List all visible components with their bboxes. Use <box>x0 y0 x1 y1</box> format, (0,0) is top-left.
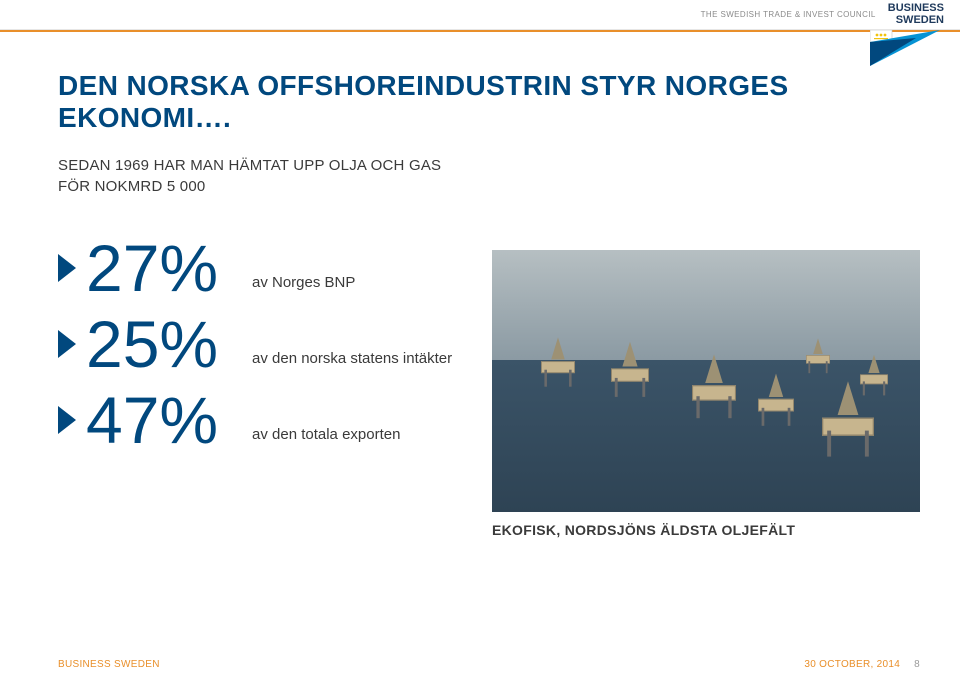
stat-percent: 27% <box>86 235 246 301</box>
oil-rig-icon <box>685 370 742 418</box>
oil-rig-icon <box>814 399 882 456</box>
figure-image <box>492 250 920 512</box>
footer-date: 30 OCTOBER, 2014 <box>804 659 900 670</box>
chevron-right-icon <box>58 330 76 358</box>
oil-rig-icon <box>802 347 833 373</box>
wordmark-line: SWEDEN <box>896 15 944 27</box>
stat-percent: 47% <box>86 387 246 453</box>
figure-caption: EKOFISK, NORDSJÖNS ÄLDSTA OLJEFÄLT <box>492 522 920 538</box>
subtitle: SEDAN 1969 HAR MAN HÄMTAT UPP OLJA OCH G… <box>58 156 920 197</box>
slide-page: THE SWEDISH TRADE & INVEST COUNCIL BUSIN… <box>0 0 960 682</box>
stat-desc: av den norska statens intäkter <box>252 320 452 367</box>
oil-rig-icon <box>856 365 892 396</box>
title-line: EKONOMI…. <box>58 102 231 133</box>
page-title: DEN NORSKA OFFSHOREINDUSTRIN STYR NORGES… <box>58 70 920 134</box>
chevron-right-icon <box>58 254 76 282</box>
council-text: THE SWEDISH TRADE & INVEST COUNCIL <box>701 10 876 19</box>
oil-rig-icon <box>605 355 654 397</box>
subtitle-line: SEDAN 1969 HAR MAN HÄMTAT UPP OLJA OCH G… <box>58 157 441 174</box>
footer-page-number: 8 <box>914 659 920 670</box>
chevron-right-icon <box>58 406 76 434</box>
divider-rule <box>0 30 960 32</box>
stat-percent: 25% <box>86 311 246 377</box>
brand-wordmark: BUSINESS SWEDEN <box>888 3 944 26</box>
stat-desc: av den totala exporten <box>252 396 400 443</box>
stat-desc: av Norges BNP <box>252 244 355 291</box>
footer-brand: BUSINESS SWEDEN <box>58 659 160 670</box>
subtitle-line: FÖR NOKMRD 5 000 <box>58 178 205 195</box>
logo-flag-icon <box>870 30 940 66</box>
oil-rig-icon <box>753 386 800 426</box>
figure: EKOFISK, NORDSJÖNS ÄLDSTA OLJEFÄLT <box>492 250 920 538</box>
title-line: DEN NORSKA OFFSHOREINDUSTRIN STYR NORGES <box>58 70 789 101</box>
header-band: THE SWEDISH TRADE & INVEST COUNCIL BUSIN… <box>0 0 960 30</box>
oil-rig-icon <box>536 349 580 386</box>
wordmark-line: BUSINESS <box>888 3 944 15</box>
footer: BUSINESS SWEDEN 30 OCTOBER, 2014 8 <box>58 659 920 670</box>
